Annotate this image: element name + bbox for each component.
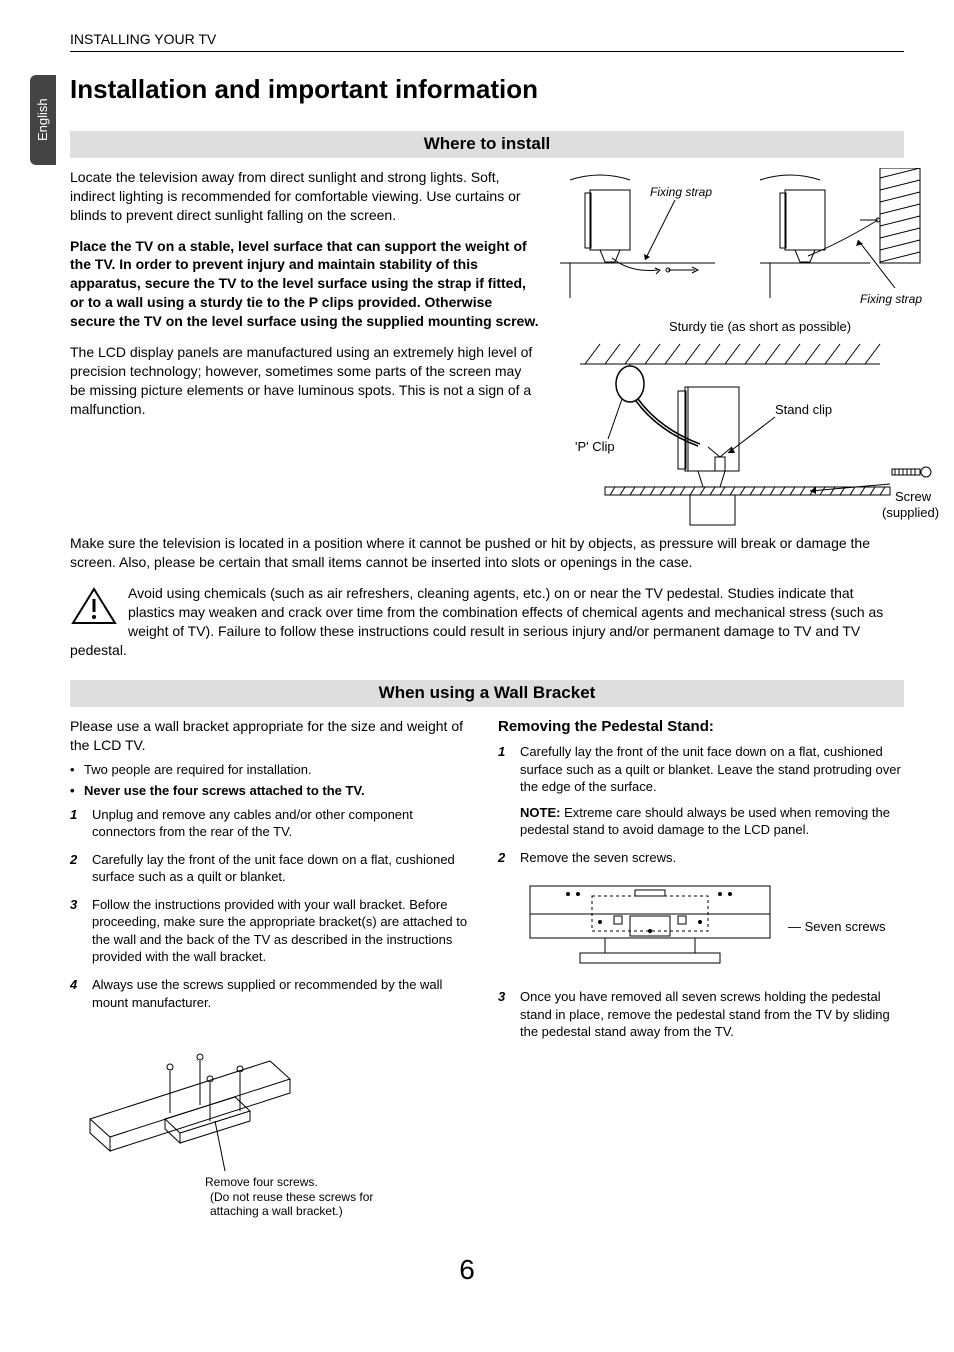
seven-screws-diagram xyxy=(520,876,780,976)
caption-remove-four-l1: Remove four screws. xyxy=(205,1175,318,1189)
wall-step-2: Carefully lay the front of the unit face… xyxy=(70,851,476,886)
page-title: Installation and important information xyxy=(70,72,904,107)
running-header: INSTALLING YOUR TV xyxy=(70,30,904,52)
removing-pedestal-heading: Removing the Pedestal Stand: xyxy=(498,717,904,737)
section-bar-where: Where to install xyxy=(70,131,904,158)
label-stand-clip: Stand clip xyxy=(775,402,832,417)
stand-clip-diagram: 'P' Clip xyxy=(560,339,954,534)
label-sturdy-tie: Sturdy tie (as short as possible) xyxy=(560,318,954,336)
where-p3: The LCD display panels are manufactured … xyxy=(70,343,540,419)
caption-remove-four-l2a: (Do not reuse these screws for xyxy=(210,1190,373,1204)
section-bar-wall: When using a Wall Bracket xyxy=(70,680,904,707)
pedestal-step-2: Remove the seven screws. xyxy=(498,849,904,977)
where-p4: Make sure the television is located in a… xyxy=(70,534,904,572)
pedestal-step-3: Once you have removed all seven screws h… xyxy=(498,988,904,1041)
caption-remove-four-l2b: attaching a wall bracket.) xyxy=(210,1204,343,1218)
wall-step-1: Unplug and remove any cables and/or othe… xyxy=(70,806,476,841)
warning-text: Avoid using chemicals (such as air refre… xyxy=(70,585,883,658)
label-supplied: (supplied) xyxy=(882,505,939,520)
wall-step-4: Always use the screws supplied or recomm… xyxy=(70,976,476,1011)
note-text: Extreme care should always be used when … xyxy=(520,805,890,838)
pedestal-steps: Carefully lay the front of the unit face… xyxy=(498,743,904,1041)
wall-steps-left: Unplug and remove any cables and/or othe… xyxy=(70,806,476,1011)
pedestal-step-1: Carefully lay the front of the unit face… xyxy=(498,743,904,839)
where-p1: Locate the television away from direct s… xyxy=(70,168,540,225)
wall-bullet-1: Two people are required for installation… xyxy=(70,761,476,779)
note-label: NOTE: xyxy=(520,805,560,820)
page-number: 6 xyxy=(30,1251,904,1289)
language-tab: English xyxy=(30,75,56,165)
label-fixing-strap-2: Fixing strap xyxy=(860,292,922,306)
chemical-warning: Avoid using chemicals (such as air refre… xyxy=(70,584,904,660)
label-fixing-strap-1: Fixing strap xyxy=(650,185,712,199)
label-p-clip: 'P' Clip xyxy=(575,439,615,454)
fixing-strap-diagram: Fixing strap xyxy=(560,168,940,318)
warning-triangle-icon xyxy=(70,586,118,626)
seven-screws-label: Seven screws xyxy=(805,919,886,934)
wall-bullet-2: Never use the four screws attached to th… xyxy=(70,782,476,800)
remove-four-screws-diagram: Remove four screws. (Do not reuse these … xyxy=(70,1021,390,1221)
where-p2-bold: Place the TV on a stable, level surface … xyxy=(70,237,540,331)
label-screw: Screw xyxy=(895,489,932,504)
wall-bullets: Two people are required for installation… xyxy=(70,761,476,800)
wall-step-3: Follow the instructions provided with yo… xyxy=(70,896,476,966)
wall-intro: Please use a wall bracket appropriate fo… xyxy=(70,717,476,755)
